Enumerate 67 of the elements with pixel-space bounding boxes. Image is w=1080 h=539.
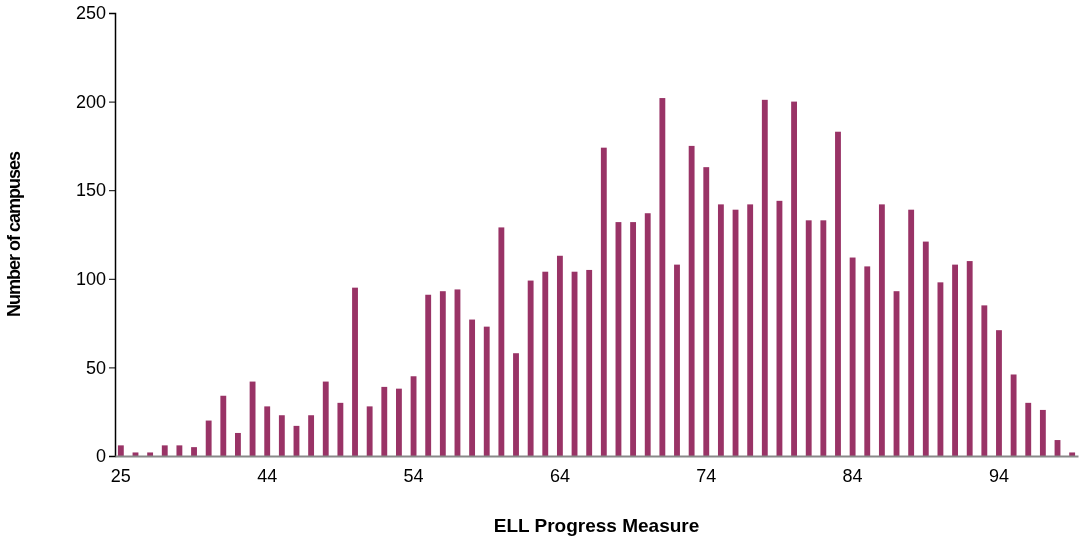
bar: [820, 220, 827, 456]
bar: [161, 445, 168, 456]
bar: [805, 220, 812, 456]
bar: [864, 266, 871, 456]
bar: [791, 101, 797, 456]
bar: [703, 167, 710, 456]
bar: [308, 415, 315, 456]
x-tick-label: 44: [257, 466, 278, 487]
bar: [1010, 374, 1017, 456]
bar: [586, 269, 593, 456]
bar: [674, 264, 680, 456]
bar: [117, 445, 124, 456]
bar: [688, 145, 695, 456]
x-tick-label: 25: [110, 466, 131, 487]
bar: [483, 326, 490, 456]
bar: [381, 386, 388, 456]
bar: [425, 294, 432, 456]
x-tick-label: 74: [696, 466, 717, 487]
bar: [439, 291, 446, 456]
x-tick-label: 54: [403, 466, 424, 487]
bar: [205, 420, 212, 456]
x-tick-label: 94: [988, 466, 1009, 487]
bar: [220, 395, 227, 456]
bar: [835, 131, 841, 456]
bar: [191, 447, 197, 456]
x-axis-title: ELL Progress Measure: [493, 515, 700, 536]
bar: [849, 257, 856, 456]
bar: [527, 280, 534, 456]
bar: [600, 147, 607, 456]
bar: [981, 305, 988, 456]
x-tick-label: 64: [549, 466, 570, 487]
y-tick-label: 200: [75, 91, 106, 112]
bar: [747, 204, 754, 456]
bar: [1039, 409, 1046, 456]
bar: [966, 261, 973, 456]
bar: [878, 204, 885, 456]
bar: [542, 271, 549, 456]
bar: [556, 255, 563, 456]
bar: [630, 222, 637, 456]
bar: [952, 264, 958, 456]
y-tick-label: 250: [75, 3, 106, 24]
y-tick-label: 50: [85, 357, 106, 378]
y-tick-label: 0: [95, 446, 106, 467]
bar: [659, 98, 666, 456]
bar: [498, 227, 505, 456]
bar: [337, 402, 344, 456]
y-tick-label: 100: [75, 269, 106, 290]
bar: [717, 204, 724, 456]
bar: [513, 353, 519, 456]
bar: [366, 406, 373, 456]
bar: [761, 99, 768, 456]
bar: [176, 445, 183, 456]
bar: [644, 213, 651, 456]
bar: [396, 388, 402, 456]
bar: [908, 209, 915, 456]
bar: [1025, 402, 1032, 456]
bar: [235, 432, 241, 456]
bar: [352, 287, 358, 456]
y-axis-title: Number of campuses: [4, 150, 24, 318]
bar: [278, 415, 285, 456]
bar: [264, 406, 271, 456]
bar: [996, 330, 1002, 456]
y-tick-label: 150: [75, 180, 106, 201]
bar: [922, 241, 929, 456]
x-tick-label: 84: [842, 466, 863, 487]
bar: [469, 319, 476, 456]
bar: [322, 381, 329, 456]
